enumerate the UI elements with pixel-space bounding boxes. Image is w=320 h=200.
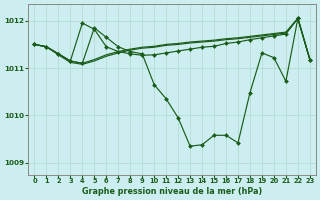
X-axis label: Graphe pression niveau de la mer (hPa): Graphe pression niveau de la mer (hPa) bbox=[82, 187, 262, 196]
